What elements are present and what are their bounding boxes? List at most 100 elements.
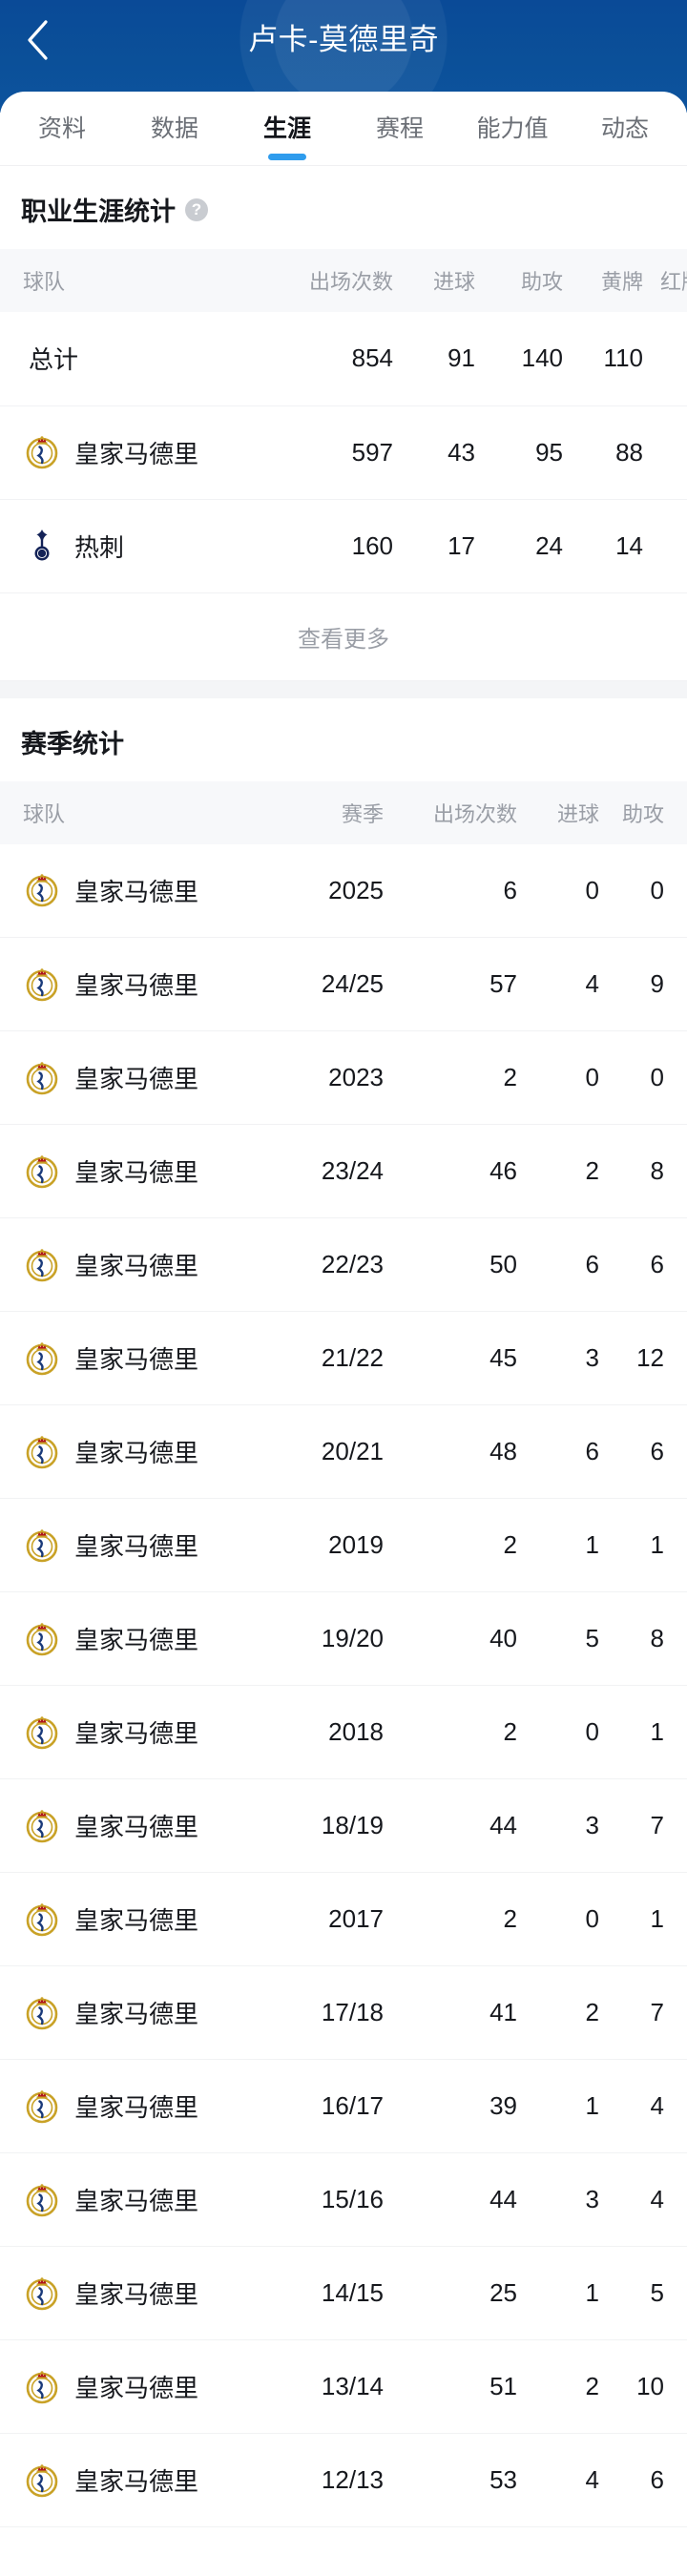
career-col-goals: 进球 bbox=[432, 270, 475, 294]
season-col-apps: 出场次数 bbox=[432, 801, 517, 826]
season-goals-cell: 3 bbox=[517, 1311, 599, 1405]
season-team-name: 皇家马德里 bbox=[74, 1626, 199, 1654]
table-row[interactable]: 皇家马德里 2017 2 0 1 bbox=[0, 1872, 687, 1966]
career-table-head: 球队 出场次数 进球 助攻 黄牌 红牌 bbox=[0, 249, 687, 312]
season-team-cell: 皇家马德里 bbox=[0, 1965, 263, 2060]
table-row[interactable]: 皇家马德里 20/21 48 6 6 bbox=[0, 1404, 687, 1499]
season-team-cell: 皇家马德里 bbox=[0, 2433, 263, 2527]
season-team-name: 皇家马德里 bbox=[74, 1345, 199, 1374]
season-goals-cell: 0 bbox=[517, 1872, 599, 1966]
season-assists-cell: 1 bbox=[599, 1685, 687, 1779]
tab-nenglizhi[interactable]: 能力值 bbox=[456, 92, 569, 166]
career-col-team: 球队 bbox=[23, 270, 66, 294]
content-sheet: 资料 数据 生涯 赛程 能力值 动态 职业生涯统计 ? bbox=[0, 92, 687, 2576]
season-assists-cell: 7 bbox=[599, 1965, 687, 2060]
real-madrid-crest-icon bbox=[23, 1433, 61, 1471]
question-mark-icon[interactable]: ? bbox=[185, 197, 208, 221]
season-assists-cell: 5 bbox=[599, 2246, 687, 2340]
season-team-name: 皇家马德里 bbox=[74, 2187, 199, 2215]
season-col-assists: 助攻 bbox=[621, 801, 664, 826]
season-season-cell: 12/13 bbox=[263, 2433, 384, 2527]
season-team-name: 皇家马德里 bbox=[74, 1906, 199, 1935]
tab-shuju[interactable]: 数据 bbox=[118, 92, 231, 166]
back-button[interactable] bbox=[0, 0, 74, 80]
season-season-cell: 2018 bbox=[263, 1685, 384, 1779]
season-season-cell: 2017 bbox=[263, 1872, 384, 1966]
table-row[interactable]: 皇家马德里 14/15 25 1 5 bbox=[0, 2246, 687, 2340]
table-row[interactable]: 皇家马德里 18/19 44 3 7 bbox=[0, 1778, 687, 1873]
season-team-name: 皇家马德里 bbox=[74, 1065, 199, 1093]
table-row[interactable]: 皇家马德里 2019 2 1 1 bbox=[0, 1498, 687, 1592]
season-team-name: 皇家马德里 bbox=[74, 877, 199, 906]
tottenham-crest-icon bbox=[23, 527, 61, 565]
table-row[interactable]: 总计 854 91 140 110 1 bbox=[0, 312, 687, 406]
tab-label: 赛程 bbox=[375, 114, 424, 142]
season-goals-cell: 2 bbox=[517, 1965, 599, 2060]
season-season-cell: 21/22 bbox=[263, 1311, 384, 1405]
season-apps-cell: 39 bbox=[384, 2059, 517, 2153]
season-goals-cell: 0 bbox=[517, 843, 599, 938]
table-row[interactable]: 皇家马德里 2018 2 0 1 bbox=[0, 1685, 687, 1779]
season-apps-cell: 2 bbox=[384, 1498, 517, 1592]
season-table-body: 皇家马德里 2025 6 0 0 bbox=[0, 843, 687, 2527]
tab-label: 数据 bbox=[150, 114, 198, 142]
table-row[interactable]: 皇家马德里 19/20 40 5 8 bbox=[0, 1591, 687, 1686]
season-season-cell: 20/21 bbox=[263, 1404, 384, 1499]
season-assists-cell: 4 bbox=[599, 2152, 687, 2247]
season-goals-cell: 0 bbox=[517, 1685, 599, 1779]
table-row[interactable]: 皇家马德里 12/13 53 4 6 bbox=[0, 2433, 687, 2527]
season-apps-cell: 48 bbox=[384, 1404, 517, 1499]
season-team-name: 皇家马德里 bbox=[74, 1813, 199, 1841]
season-goals-cell: 6 bbox=[517, 1404, 599, 1499]
career-assists-cell: 95 bbox=[475, 405, 563, 500]
season-team-cell: 皇家马德里 bbox=[0, 1591, 263, 1686]
table-row[interactable]: 皇家马德里 22/23 50 6 6 bbox=[0, 1217, 687, 1312]
tab-ziliao[interactable]: 资料 bbox=[6, 92, 118, 166]
season-assists-cell: 9 bbox=[599, 937, 687, 1031]
table-row[interactable]: 皇家马德里 2025 6 0 0 bbox=[0, 843, 687, 938]
table-row[interactable]: 热刺 160 17 24 14 0 bbox=[0, 499, 687, 593]
season-assists-cell: 12 bbox=[599, 1311, 687, 1405]
table-row[interactable]: 皇家马德里 23/24 46 2 8 bbox=[0, 1124, 687, 1218]
tab-shengya[interactable]: 生涯 bbox=[231, 92, 344, 166]
real-madrid-crest-icon bbox=[23, 2368, 61, 2406]
table-row[interactable]: 皇家马德里 13/14 51 2 10 bbox=[0, 2339, 687, 2434]
career-table-body: 总计 854 91 140 110 1 bbox=[0, 312, 687, 593]
table-row[interactable]: 皇家马德里 17/18 41 2 7 bbox=[0, 1965, 687, 2060]
real-madrid-crest-icon bbox=[23, 1527, 61, 1565]
career-goals-cell: 17 bbox=[393, 499, 475, 593]
season-season-cell: 14/15 bbox=[263, 2246, 384, 2340]
season-table-head: 球队 赛季 出场次数 进球 助攻 bbox=[0, 780, 687, 844]
career-team-cell: 总计 bbox=[0, 312, 252, 406]
table-row[interactable]: 皇家马德里 16/17 39 1 4 bbox=[0, 2059, 687, 2153]
season-apps-cell: 51 bbox=[384, 2339, 517, 2434]
season-apps-cell: 50 bbox=[384, 1217, 517, 1312]
table-row[interactable]: 皇家马德里 2023 2 0 0 bbox=[0, 1030, 687, 1125]
page-title: 卢卡-莫德里奇 bbox=[248, 23, 439, 56]
season-team-cell: 皇家马德里 bbox=[0, 2339, 263, 2434]
season-stats-table: 球队 赛季 出场次数 进球 助攻 bbox=[0, 780, 687, 2527]
career-team-cell: 热刺 bbox=[0, 499, 252, 593]
season-assists-cell: 8 bbox=[599, 1124, 687, 1218]
season-season-cell: 22/23 bbox=[263, 1217, 384, 1312]
table-row[interactable]: 皇家马德里 24/25 57 4 9 bbox=[0, 937, 687, 1031]
season-goals-cell: 2 bbox=[517, 1124, 599, 1218]
table-row[interactable]: 皇家马德里 15/16 44 3 4 bbox=[0, 2152, 687, 2247]
season-season-cell: 13/14 bbox=[263, 2339, 384, 2434]
season-goals-cell: 2 bbox=[517, 2339, 599, 2434]
career-apps-cell: 160 bbox=[252, 499, 393, 593]
season-team-name: 皇家马德里 bbox=[74, 2093, 199, 2122]
tab-bar: 资料 数据 生涯 赛程 能力值 动态 bbox=[0, 92, 687, 166]
season-goals-cell: 5 bbox=[517, 1591, 599, 1686]
season-apps-cell: 2 bbox=[384, 1685, 517, 1779]
tab-dongtai[interactable]: 动态 bbox=[569, 92, 681, 166]
season-header-row: 球队 赛季 出场次数 进球 助攻 bbox=[0, 780, 687, 844]
season-team-cell: 皇家马德里 bbox=[0, 1685, 263, 1779]
real-madrid-crest-icon bbox=[23, 2088, 61, 2126]
table-row[interactable]: 皇家马德里 597 43 95 88 1 bbox=[0, 405, 687, 500]
tab-saicheng[interactable]: 赛程 bbox=[344, 92, 456, 166]
season-season-cell: 16/17 bbox=[263, 2059, 384, 2153]
table-row[interactable]: 皇家马德里 21/22 45 3 12 bbox=[0, 1311, 687, 1405]
view-more-button[interactable]: 查看更多 bbox=[0, 593, 687, 681]
season-assists-cell: 4 bbox=[599, 2059, 687, 2153]
